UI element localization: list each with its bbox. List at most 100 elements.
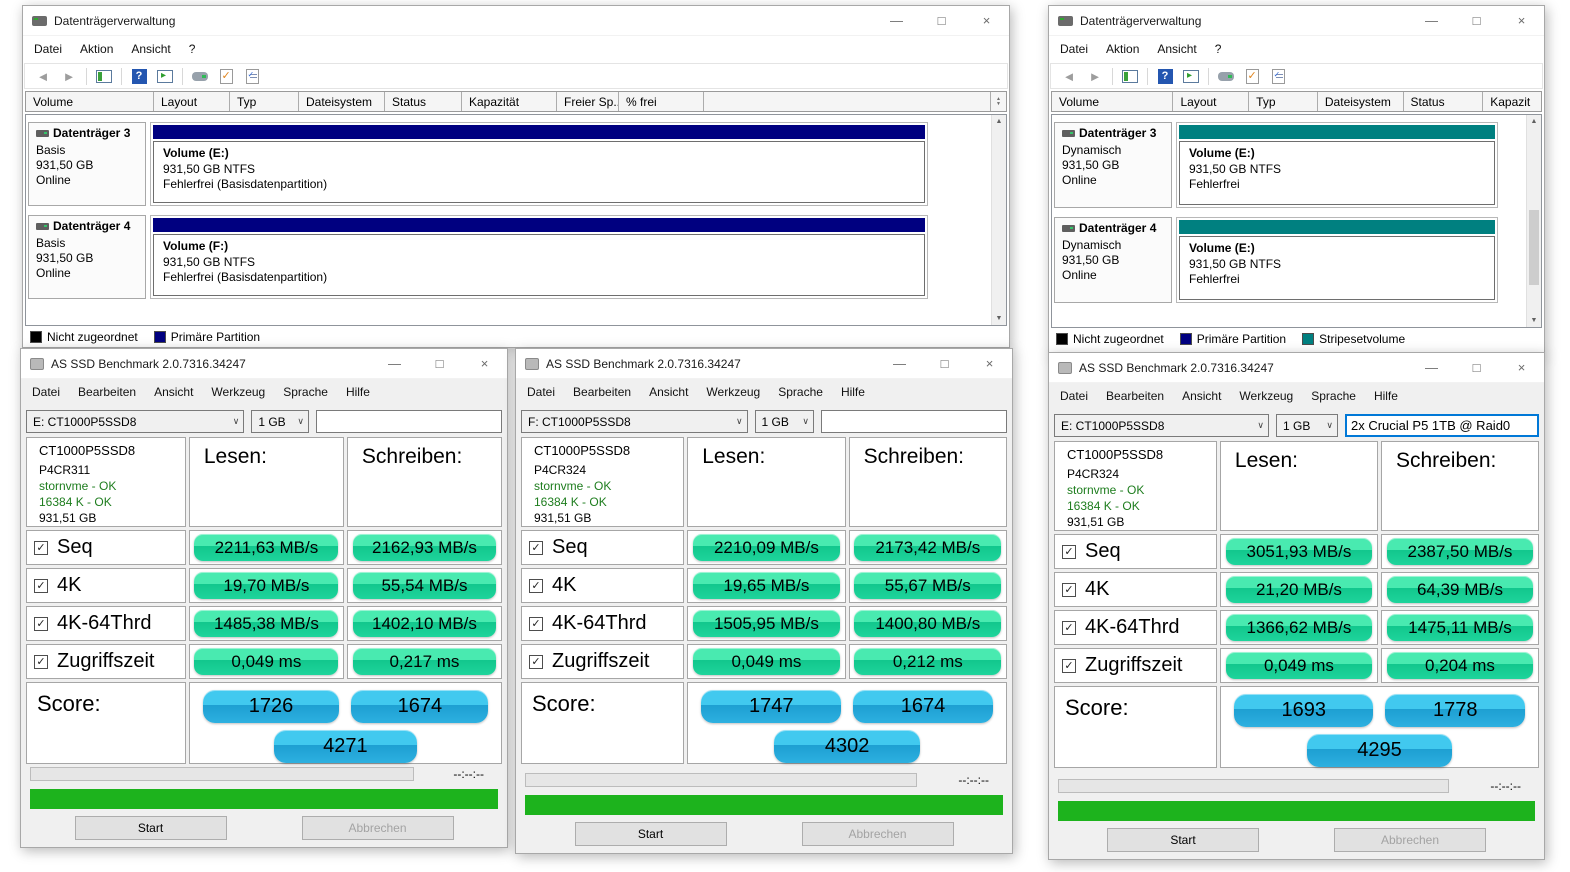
partition-block[interactable]: Volume (E:) 931,50 GB NTFS Fehlerfrei (B… [150, 122, 928, 206]
menu-datei[interactable]: Datei [32, 385, 61, 399]
test-size-select[interactable]: 1 GB ∨ [1276, 414, 1338, 437]
action-pane-button[interactable] [153, 65, 177, 87]
console-tree-button[interactable] [92, 65, 116, 87]
menu-sprache[interactable]: Sprache [778, 385, 823, 399]
back-button[interactable]: ◄ [1057, 65, 1081, 87]
start-button[interactable]: Start [1107, 828, 1259, 852]
title-bar[interactable]: AS SSD Benchmark 2.0.7316.34247 — □ × [1049, 353, 1544, 383]
4k-checkbox[interactable]: ✓ [1062, 582, 1076, 597]
scroll-up-icon[interactable]: ▲ [995, 118, 1003, 125]
access-time-checkbox[interactable]: ✓ [34, 654, 48, 669]
menu-werkzeug[interactable]: Werkzeug [706, 385, 761, 399]
menu-bearbeiten[interactable]: Bearbeiten [78, 385, 137, 399]
cancel-button[interactable]: Abbrechen [801, 822, 954, 846]
title-bar[interactable]: Datenträgerverwaltung — □ × [1049, 6, 1544, 36]
seq-checkbox[interactable]: ✓ [529, 540, 543, 555]
console-tree-button[interactable] [1118, 65, 1142, 87]
partition-block[interactable]: Volume (F:) 931,50 GB NTFS Fehlerfrei (B… [150, 215, 928, 299]
drive-select[interactable]: F: CT1000P5SSD8 ∨ [521, 410, 748, 433]
back-button[interactable]: ◄ [31, 65, 55, 87]
4k64-checkbox[interactable]: ✓ [529, 616, 543, 631]
test-size-select[interactable]: 1 GB ∨ [754, 410, 814, 433]
menu-sprache[interactable]: Sprache [283, 385, 328, 399]
close-button[interactable]: × [982, 13, 991, 28]
disk-card[interactable]: Datenträger 3 Basis 931,50 GB Online [28, 122, 146, 206]
menu-ansicht[interactable]: Ansicht [649, 385, 689, 399]
forward-button[interactable]: ► [1083, 65, 1107, 87]
maximize-button[interactable]: □ [1472, 360, 1481, 375]
rescan-disks-button[interactable] [1214, 65, 1238, 87]
close-button[interactable]: × [985, 356, 994, 371]
column-prozent-frei[interactable]: % frei [619, 92, 704, 111]
menu-hilfe[interactable]: Hilfe [345, 385, 370, 399]
properties-button[interactable] [240, 65, 264, 87]
column-layout[interactable]: Layout [154, 92, 230, 111]
menu-ansicht[interactable]: Ansicht [1157, 42, 1197, 56]
maximize-button[interactable]: □ [1472, 13, 1481, 28]
menu-hilfe[interactable]: Hilfe [1373, 389, 1398, 403]
disk-card[interactable]: Datenträger 4 Dynamisch 931,50 GB Online [1054, 217, 1172, 303]
access-time-checkbox[interactable]: ✓ [1062, 658, 1076, 673]
menu-datei[interactable]: Datei [1060, 389, 1089, 403]
menu-ansicht[interactable]: Ansicht [154, 385, 194, 399]
seq-checkbox[interactable]: ✓ [1062, 544, 1076, 559]
title-bar[interactable]: AS SSD Benchmark 2.0.7316.34247 — □ × [516, 349, 1012, 379]
menu-hilfe[interactable]: Hilfe [840, 385, 865, 399]
start-button[interactable]: Start [74, 816, 227, 840]
menu-aktion[interactable]: Aktion [1106, 42, 1140, 56]
comment-input[interactable] [821, 410, 1007, 433]
column-layout[interactable]: Layout [1173, 92, 1250, 111]
cancel-button[interactable]: Abbrechen [301, 816, 454, 840]
partition-block[interactable]: Volume (E:) 931,50 GB NTFS Fehlerfrei [1176, 122, 1498, 208]
properties-button[interactable] [1266, 65, 1290, 87]
scroll-up-icon[interactable]: ▲ [1530, 118, 1538, 125]
vertical-scrollbar[interactable]: ▲ ▼ [991, 115, 1006, 325]
drive-select[interactable]: E: CT1000P5SSD8 ∨ [26, 410, 245, 433]
column-dateisystem[interactable]: Dateisystem [299, 92, 385, 111]
menu-sprache[interactable]: Sprache [1311, 389, 1356, 403]
column-typ[interactable]: Typ [230, 92, 299, 111]
menu-werkzeug[interactable]: Werkzeug [1239, 389, 1294, 403]
help-button[interactable]: ? [127, 65, 151, 87]
maximize-button[interactable]: □ [937, 13, 946, 28]
disk-card[interactable]: Datenträger 4 Basis 931,50 GB Online [28, 215, 146, 299]
header-scroll-control[interactable]: ▲ ▼ [990, 92, 1006, 111]
column-volume[interactable]: Volume [26, 92, 154, 111]
action-pane-button[interactable] [1179, 65, 1203, 87]
column-status[interactable]: Status [1404, 92, 1484, 111]
help-button[interactable]: ? [1153, 65, 1177, 87]
close-button[interactable]: × [1517, 360, 1526, 375]
minimize-button[interactable]: — [388, 356, 401, 371]
check-volume-button[interactable] [1240, 65, 1264, 87]
menu-datei[interactable]: Datei [527, 385, 556, 399]
4k-checkbox[interactable]: ✓ [529, 578, 543, 593]
close-button[interactable]: × [1517, 13, 1526, 28]
seq-checkbox[interactable]: ✓ [34, 540, 48, 555]
drive-select[interactable]: E: CT1000P5SSD8 ∨ [1054, 414, 1269, 437]
minimize-button[interactable]: — [893, 356, 906, 371]
column-kapazitaet[interactable]: Kapazität [462, 92, 557, 111]
forward-button[interactable]: ► [57, 65, 81, 87]
4k64-checkbox[interactable]: ✓ [34, 616, 48, 631]
maximize-button[interactable]: □ [940, 356, 949, 371]
4k64-checkbox[interactable]: ✓ [1062, 620, 1076, 635]
menu-datei[interactable]: Datei [1060, 42, 1089, 56]
minimize-button[interactable]: — [1425, 360, 1438, 375]
column-kapazitaet[interactable]: Kapazit [1490, 94, 1531, 109]
scroll-down-icon[interactable]: ▼ [995, 315, 1003, 322]
menu-werkzeug[interactable]: Werkzeug [211, 385, 266, 399]
check-volume-button[interactable] [214, 65, 238, 87]
comment-input[interactable] [1345, 414, 1539, 437]
scrollbar-thumb[interactable] [1529, 210, 1539, 285]
rescan-disks-button[interactable] [188, 65, 212, 87]
partition-block[interactable]: Volume (E:) 931,50 GB NTFS Fehlerfrei [1176, 217, 1498, 303]
column-volume[interactable]: Volume [1052, 92, 1174, 111]
column-status[interactable]: Status [385, 92, 462, 111]
menu-bearbeiten[interactable]: Bearbeiten [1106, 389, 1165, 403]
column-dateisystem[interactable]: Dateisystem [1318, 92, 1404, 111]
maximize-button[interactable]: □ [435, 356, 444, 371]
access-time-checkbox[interactable]: ✓ [529, 654, 543, 669]
start-button[interactable]: Start [574, 822, 727, 846]
test-size-select[interactable]: 1 GB ∨ [251, 410, 309, 433]
4k-checkbox[interactable]: ✓ [34, 578, 48, 593]
